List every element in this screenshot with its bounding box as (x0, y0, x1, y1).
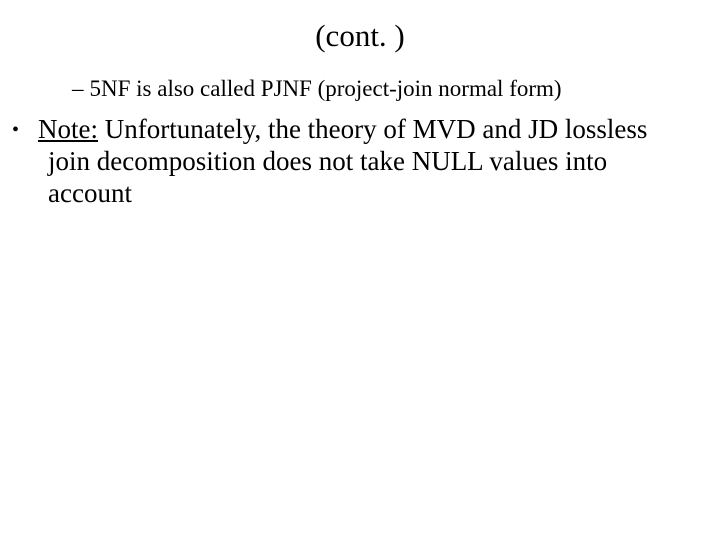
note-label: Note: (38, 114, 98, 144)
sub-bullet-text: 5NF is also called PJNF (project-join no… (90, 76, 562, 101)
sub-bullet-item: –5NF is also called PJNF (project-join n… (72, 76, 690, 102)
sub-bullet-dash: – (72, 76, 84, 102)
main-bullet-text: Unfortunately, the theory of MVD and JD … (48, 114, 647, 208)
main-bullet-item: •Note: Unfortunately, the theory of MVD … (30, 114, 692, 210)
slide-title: (cont. ) (0, 18, 720, 54)
